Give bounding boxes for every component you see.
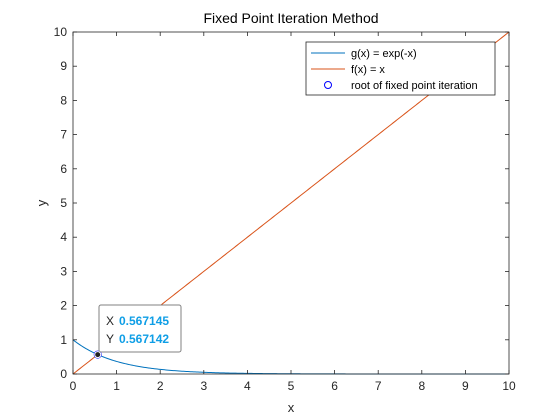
x-axis-label: x [288,400,295,415]
x-tick-label: 3 [200,379,207,393]
legend[interactable]: g(x) = exp(-x) f(x) = x root of fixed po… [305,41,496,96]
datatip-x-label: X [106,314,114,328]
x-tick-label: 1 [113,379,120,393]
x-tick-label: 0 [70,379,77,393]
y-tick-label: 10 [54,25,68,39]
y-tick-label: 4 [60,230,67,244]
datatip[interactable]: X 0.567145 Y 0.567142 [94,304,182,359]
legend-entry-root: root of fixed point iteration [351,80,478,92]
datatip-y-value: 0.567142 [119,332,169,346]
y-tick-label: 8 [60,93,67,107]
y-tick-label: 1 [60,333,67,347]
y-tick-label: 9 [60,59,67,73]
datatip-box [98,304,182,353]
x-tick-label: 10 [502,379,516,393]
x-tick-label: 7 [375,379,382,393]
datatip-x-value: 0.567145 [119,314,169,328]
legend-entry-f: f(x) = x [351,64,385,76]
y-tick-label: 7 [60,128,67,142]
x-tick-label: 4 [244,379,251,393]
legend-swatch-root [324,81,332,89]
x-tick-label: 9 [462,379,469,393]
legend-entry-g: g(x) = exp(-x) [351,48,417,60]
x-ticks: 0 1 2 3 4 5 6 7 8 9 10 [70,32,516,393]
y-tick-label: 3 [60,264,67,278]
chart-title: Fixed Point Iteration Method [203,10,378,26]
y-tick-label: 5 [60,196,67,210]
y-tick-label: 2 [60,299,67,313]
y-tick-label: 6 [60,162,67,176]
y-axis-label: y [34,199,49,206]
x-tick-label: 5 [288,379,295,393]
x-tick-label: 8 [418,379,425,393]
x-tick-label: 2 [157,379,164,393]
datatip-y-label: Y [106,332,114,346]
x-tick-label: 6 [331,379,338,393]
y-ticks: 0 1 2 3 4 5 6 7 8 9 10 [54,25,509,381]
datatip-marker[interactable] [94,351,102,359]
y-tick-label: 0 [60,367,67,381]
